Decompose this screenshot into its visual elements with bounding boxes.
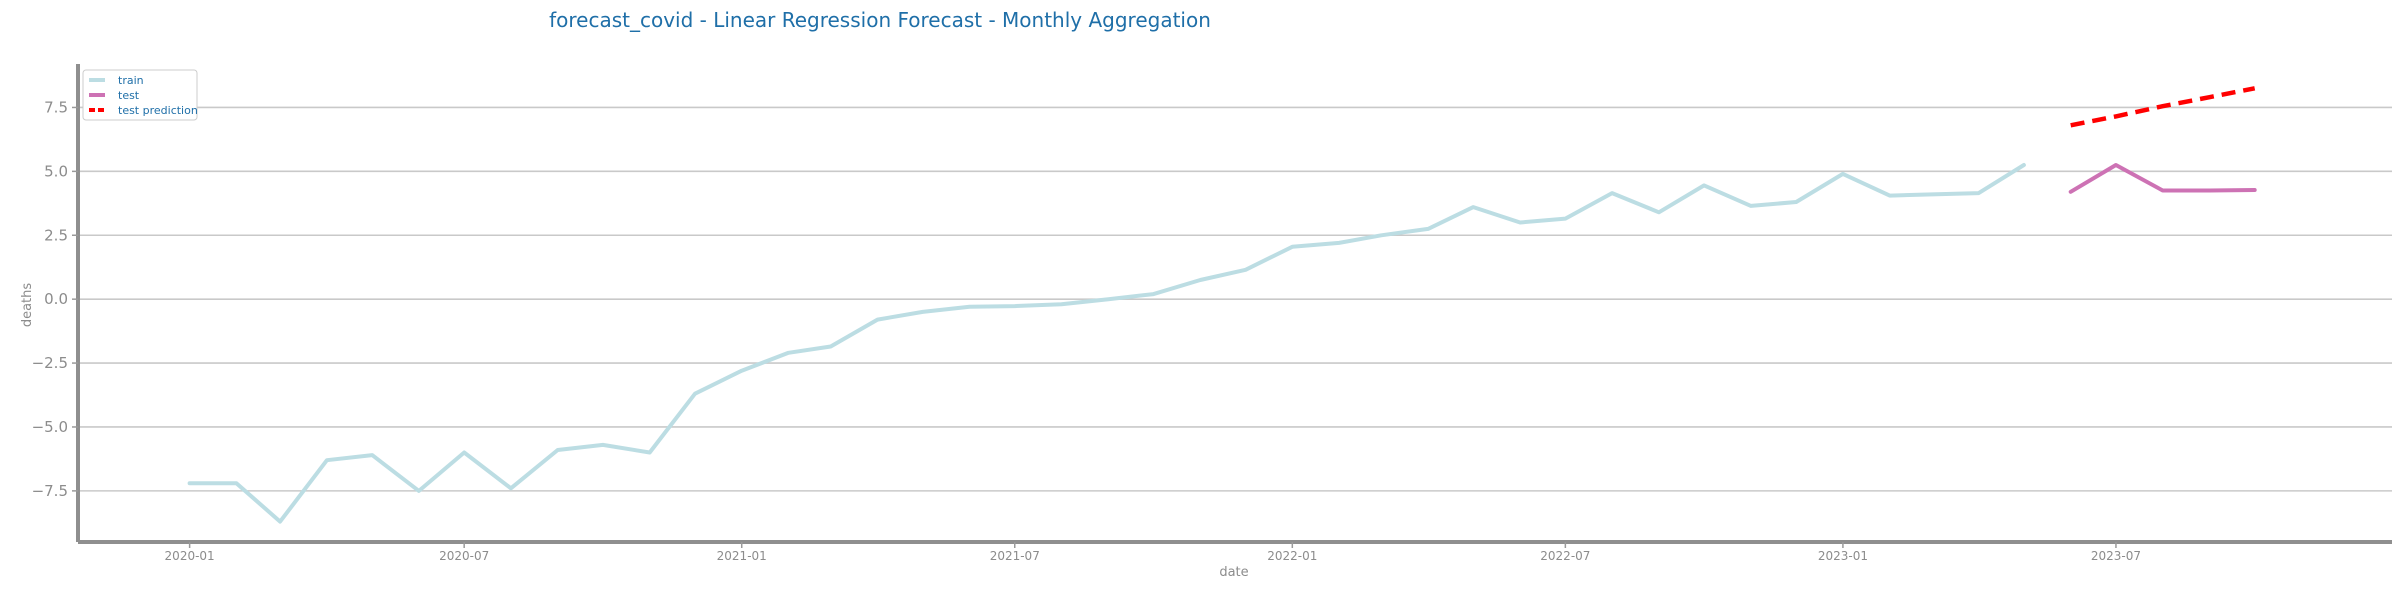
x-axis-label: date bbox=[1219, 565, 1248, 580]
axes bbox=[76, 64, 2392, 544]
y-tick-label: −5.0 bbox=[32, 418, 68, 436]
ticks: −7.5 −5.0 −2.5 0.0 2.5 5.0 7.5 2020-01 2020-07 20… bbox=[32, 98, 2141, 563]
y-tick-label: 5.0 bbox=[44, 162, 68, 180]
legend: train test test prediction bbox=[82, 69, 198, 121]
y-tick-label: −2.5 bbox=[32, 354, 68, 372]
legend-label: test bbox=[118, 89, 140, 102]
y-tick-label: 0.0 bbox=[44, 290, 68, 308]
x-tick-label: 2022-07 bbox=[1540, 549, 1590, 563]
series-line-train bbox=[187, 163, 2026, 524]
y-axis-label: deaths bbox=[20, 283, 35, 328]
y-tick-label: 2.5 bbox=[44, 226, 68, 244]
y-tick-label: −7.5 bbox=[32, 482, 68, 500]
x-tick-label: 2020-07 bbox=[439, 549, 489, 563]
series-line-test bbox=[2068, 163, 2257, 194]
series-group bbox=[187, 86, 2257, 524]
x-tick-label: 2021-01 bbox=[717, 549, 767, 563]
grid bbox=[78, 106, 2392, 492]
legend-label: test prediction bbox=[118, 104, 198, 117]
y-tick-label: 7.5 bbox=[44, 98, 68, 116]
legend-label: train bbox=[118, 74, 144, 87]
x-tick-label: 2023-07 bbox=[2091, 549, 2141, 563]
legend-box bbox=[82, 69, 198, 121]
series-line-test-prediction bbox=[2070, 86, 2256, 128]
chart-title: forecast_covid - Linear Regression Forec… bbox=[549, 8, 1211, 32]
x-tick-label: 2021-07 bbox=[990, 549, 1040, 563]
x-tick-label: 2023-01 bbox=[1818, 549, 1868, 563]
x-tick-label: 2020-01 bbox=[165, 549, 215, 563]
x-tick-label: 2022-01 bbox=[1267, 549, 1317, 563]
